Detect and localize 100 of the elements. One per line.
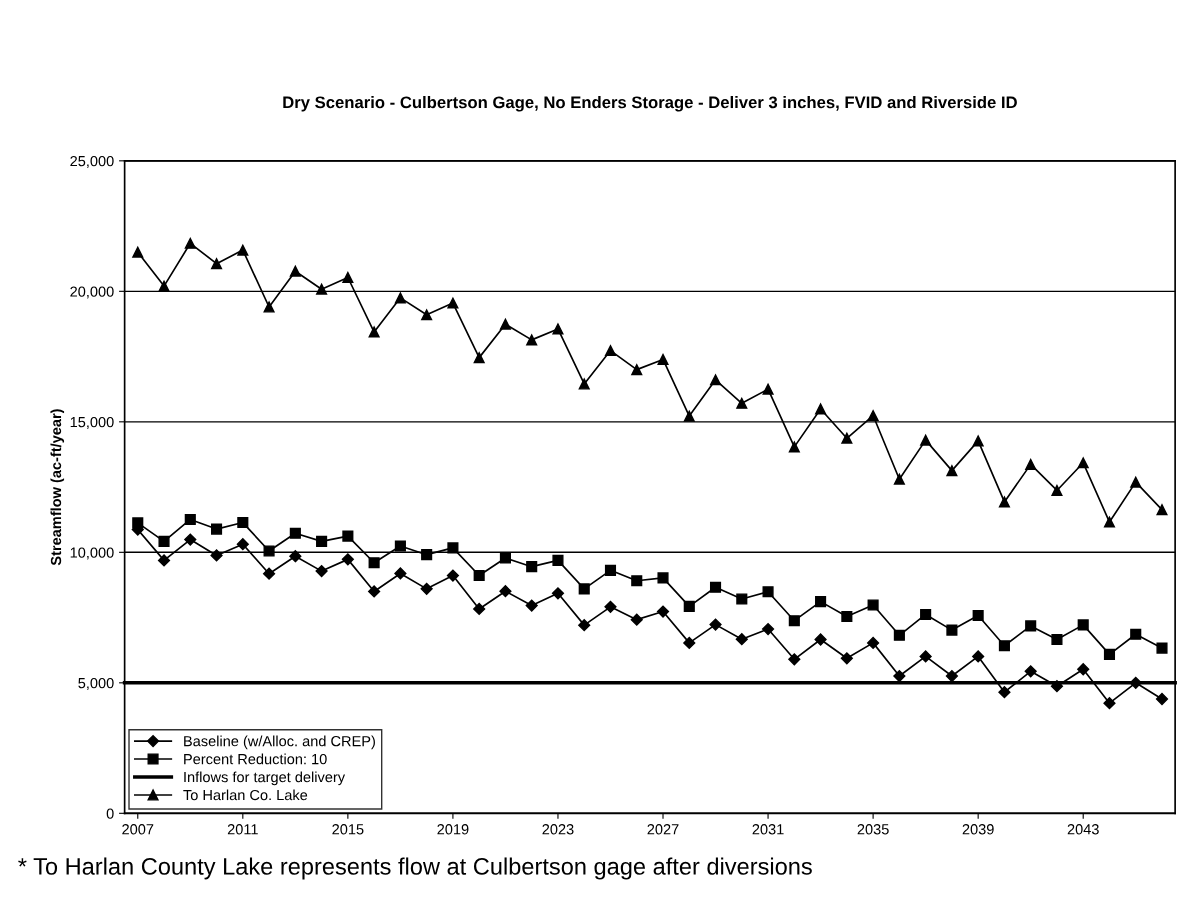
- x-tick-label: 2011: [227, 824, 258, 835]
- point: [184, 237, 196, 249]
- point: [1051, 484, 1063, 497]
- point: [1155, 692, 1169, 706]
- y-tick-label: 5,000: [78, 677, 114, 690]
- point: [709, 618, 722, 631]
- point: [761, 622, 775, 636]
- point: [237, 244, 249, 256]
- legend-label: Percent Reduction: 10: [184, 753, 327, 765]
- point: [683, 636, 696, 649]
- point: [1077, 619, 1089, 631]
- y-tick-label: 0: [106, 808, 114, 819]
- legend-label: Baseline (w/Alloc. and CREP): [184, 735, 375, 750]
- point: [1130, 476, 1142, 488]
- point: [341, 553, 354, 566]
- point: [1156, 504, 1168, 516]
- point: [762, 586, 774, 598]
- point: [946, 624, 958, 636]
- point: [210, 523, 223, 535]
- point: [316, 535, 328, 547]
- point: [526, 561, 538, 573]
- point: [998, 640, 1010, 652]
- point: [289, 550, 302, 563]
- point: [499, 585, 512, 598]
- y-tick-label: 20,000: [70, 286, 114, 299]
- point: [473, 352, 485, 364]
- point: [841, 610, 853, 623]
- point: [552, 323, 564, 335]
- point: [683, 410, 695, 422]
- point: [394, 567, 407, 580]
- point: [815, 596, 827, 608]
- point: [262, 567, 276, 580]
- point: [473, 602, 486, 616]
- point: [709, 581, 722, 593]
- point: [342, 530, 354, 542]
- point: [630, 613, 643, 626]
- point: [132, 517, 144, 529]
- point: [604, 345, 617, 357]
- point: [394, 540, 406, 552]
- x-tick-label: 2043: [1067, 824, 1099, 835]
- point: [1130, 628, 1142, 640]
- point: [1025, 458, 1037, 470]
- point: [919, 650, 932, 663]
- point: [840, 652, 853, 665]
- point: [972, 650, 985, 663]
- point: [499, 552, 511, 564]
- point: [184, 533, 197, 546]
- point: [815, 403, 827, 415]
- point: [1156, 642, 1168, 654]
- point: [657, 572, 669, 584]
- point: [263, 545, 275, 557]
- point: [736, 593, 748, 605]
- point: [867, 636, 880, 649]
- point: [946, 465, 958, 477]
- point: [631, 364, 643, 376]
- point: [998, 496, 1010, 508]
- y-tick-label: 15,000: [70, 416, 114, 429]
- point: [1024, 665, 1037, 678]
- point: [867, 599, 879, 611]
- point: [788, 653, 801, 666]
- point: [316, 283, 328, 295]
- y-axis-title: Streamflow (ac-ft/year): [50, 409, 65, 566]
- point: [552, 554, 564, 566]
- point: [893, 629, 905, 641]
- chart-title: Dry Scenario - Culbertson Gage, No Enders Storage - Deliver 3 inches, FVID and Riverside ID: [283, 95, 1017, 112]
- x-tick-label: 2007: [122, 824, 154, 835]
- point: [972, 435, 984, 447]
- point: [945, 669, 958, 683]
- point: [289, 527, 301, 539]
- point: [499, 318, 511, 330]
- point: [210, 549, 223, 562]
- y-tick-label: 10,000: [70, 547, 114, 560]
- point: [920, 434, 932, 446]
- point: [788, 441, 800, 453]
- point: [920, 608, 932, 620]
- point: [578, 619, 591, 632]
- point: [289, 265, 301, 277]
- point: [578, 583, 590, 595]
- point: [551, 587, 565, 600]
- point: [368, 585, 381, 598]
- point: [1077, 457, 1089, 469]
- point: [578, 378, 590, 390]
- point: [604, 564, 617, 576]
- x-tick-label: 2035: [857, 824, 889, 835]
- point: [263, 301, 275, 313]
- text: * To Harlan County Lake represents flow at Culbertson gage after diversions: [18, 857, 812, 880]
- point: [158, 280, 170, 292]
- point: [394, 292, 406, 304]
- point: [604, 600, 617, 613]
- point: [972, 609, 984, 622]
- point: [1050, 680, 1064, 693]
- point: [893, 669, 906, 683]
- point: [814, 633, 827, 646]
- point: [841, 432, 853, 444]
- point: [893, 473, 905, 485]
- point: [421, 549, 433, 561]
- x-tick-label: 2015: [332, 824, 364, 835]
- point: [1103, 516, 1116, 528]
- point: [473, 569, 485, 582]
- point: [368, 557, 380, 569]
